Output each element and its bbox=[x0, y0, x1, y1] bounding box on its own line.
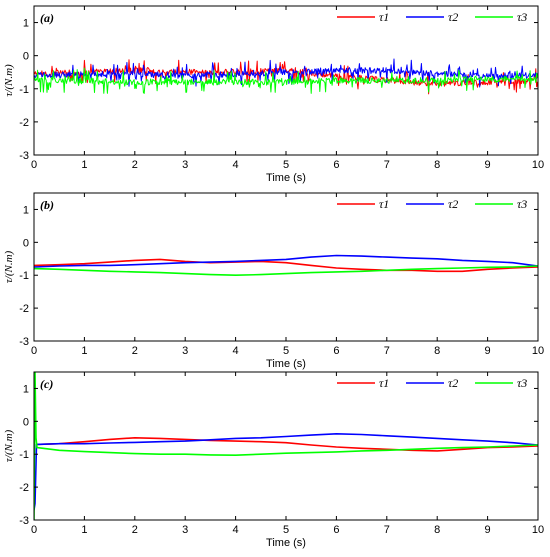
x-tick-label: 0 bbox=[31, 345, 37, 357]
legend-label: τ3 bbox=[517, 376, 527, 390]
series-line-1 bbox=[34, 258, 538, 273]
y-axis-label: τ/(N.m) bbox=[3, 429, 15, 462]
legend-label: τ1 bbox=[379, 10, 389, 24]
x-axis-label: Time (s) bbox=[266, 172, 306, 184]
series-line-2 bbox=[34, 432, 538, 511]
legend: τ1 τ2 τ3 bbox=[337, 10, 527, 24]
x-tick-label: 10 bbox=[532, 345, 544, 357]
series-line-1 bbox=[36, 436, 538, 452]
x-axis-label: Time (s) bbox=[266, 358, 306, 370]
panel-label: (c) bbox=[40, 377, 53, 391]
x-tick-label: 3 bbox=[182, 345, 188, 357]
x-tick-label: 0 bbox=[31, 159, 37, 171]
x-tick-label: 1 bbox=[81, 524, 87, 536]
plot-frame bbox=[33, 192, 539, 342]
y-tick-label: -2 bbox=[19, 303, 29, 315]
x-tick-label: 2 bbox=[132, 524, 138, 536]
series-line-2 bbox=[34, 58, 538, 88]
x-tick-label: 8 bbox=[434, 345, 440, 357]
series-line-3 bbox=[34, 67, 538, 94]
x-tick-label: 10 bbox=[532, 524, 544, 536]
x-tick-label: 5 bbox=[283, 345, 289, 357]
x-tick-label: 8 bbox=[434, 524, 440, 536]
series-line-2 bbox=[34, 254, 538, 268]
x-tick-label: 6 bbox=[333, 159, 339, 171]
legend-label: τ1 bbox=[379, 376, 389, 390]
chart-panel-2: 0 1 2 3 4 5 6 7 8 9 10 -3 -2 -1 0 1 Time (s) τ/(N.m) (b) τ1… bbox=[3, 192, 544, 370]
legend-label: τ3 bbox=[517, 10, 527, 24]
panel-label: (a) bbox=[40, 11, 54, 25]
x-tick-label: 7 bbox=[384, 524, 390, 536]
y-tick-label: 1 bbox=[23, 204, 29, 216]
y-tick-label: 0 bbox=[23, 237, 29, 249]
x-tick-label: 4 bbox=[233, 524, 239, 536]
y-tick-label: -2 bbox=[19, 117, 29, 129]
y-tick-label: 1 bbox=[23, 18, 29, 30]
legend-label: τ3 bbox=[517, 197, 527, 211]
x-tick-label: 5 bbox=[283, 524, 289, 536]
x-tick-label: 6 bbox=[333, 524, 339, 536]
series-line-3 bbox=[34, 265, 538, 277]
panel-label: (b) bbox=[40, 198, 54, 212]
legend-label: τ2 bbox=[448, 197, 458, 211]
legend-label: τ2 bbox=[448, 376, 458, 390]
series-line-3 bbox=[34, 372, 538, 520]
plot-frame bbox=[33, 371, 539, 521]
x-tick-label: 2 bbox=[132, 159, 138, 171]
y-tick-label: -1 bbox=[19, 270, 29, 282]
x-tick-label: 4 bbox=[233, 345, 239, 357]
y-tick-label: 1 bbox=[23, 383, 29, 395]
x-tick-label: 7 bbox=[384, 159, 390, 171]
x-tick-label: 9 bbox=[485, 159, 491, 171]
y-axis-label: τ/(N.m) bbox=[3, 250, 15, 283]
x-tick-label: 1 bbox=[81, 159, 87, 171]
x-tick-label: 4 bbox=[233, 159, 239, 171]
legend-label: τ2 bbox=[448, 10, 458, 24]
y-tick-label: -3 bbox=[19, 150, 29, 162]
x-tick-label: 0 bbox=[31, 524, 37, 536]
y-tick-label: 0 bbox=[23, 416, 29, 428]
y-tick-label: 0 bbox=[23, 51, 29, 63]
x-tick-label: 5 bbox=[283, 159, 289, 171]
x-tick-label: 9 bbox=[485, 345, 491, 357]
y-tick-label: -1 bbox=[19, 449, 29, 461]
x-axis-label: Time (s) bbox=[266, 537, 306, 549]
y-axis-label: τ/(N.m) bbox=[3, 64, 15, 97]
y-tick-label: -1 bbox=[19, 84, 29, 96]
x-tick-label: 1 bbox=[81, 345, 87, 357]
legend: τ1 τ2 τ3 bbox=[337, 376, 527, 390]
x-tick-label: 9 bbox=[485, 524, 491, 536]
x-tick-label: 3 bbox=[182, 524, 188, 536]
x-tick-label: 10 bbox=[532, 159, 544, 171]
chart-panel-3: 0 1 2 3 4 5 6 7 8 9 10 -3 -2 -1 0 1 Time (s) τ/(N.m) (c) τ1… bbox=[3, 371, 544, 549]
x-tick-label: 7 bbox=[384, 345, 390, 357]
x-tick-label: 6 bbox=[333, 345, 339, 357]
x-tick-label: 8 bbox=[434, 159, 440, 171]
y-tick-label: -3 bbox=[19, 336, 29, 348]
legend-label: τ1 bbox=[379, 197, 389, 211]
legend: τ1 τ2 τ3 bbox=[337, 197, 527, 211]
x-tick-label: 2 bbox=[132, 345, 138, 357]
x-tick-label: 3 bbox=[182, 159, 188, 171]
series-line-1 bbox=[34, 59, 538, 95]
chart-panel-1: 0 1 2 3 4 5 6 7 8 9 10 -3 -2 -1 0 1 Time (s) τ/(N.m) (a) τ1… bbox=[3, 5, 544, 184]
y-tick-label: -2 bbox=[19, 482, 29, 494]
y-tick-label: -3 bbox=[19, 515, 29, 527]
